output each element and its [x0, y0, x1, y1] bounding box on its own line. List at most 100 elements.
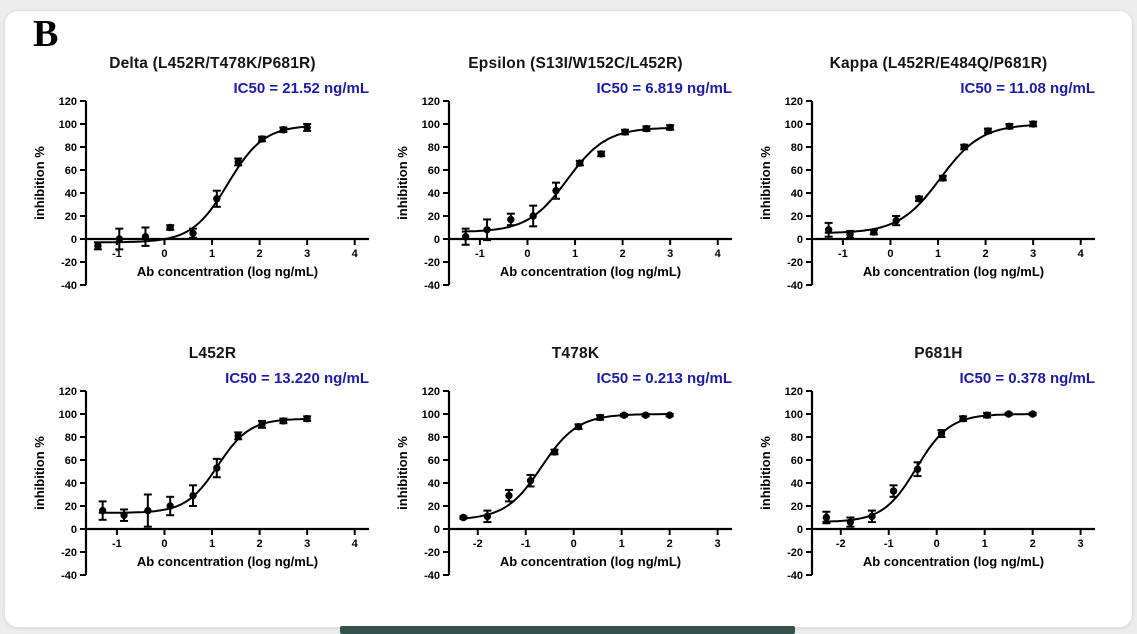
svg-text:-1: -1: [112, 538, 122, 550]
home-indicator-bar: [340, 626, 795, 634]
fit-curve: [824, 124, 1037, 234]
svg-text:80: 80: [791, 432, 803, 444]
svg-text:40: 40: [428, 188, 440, 200]
ic50-value-label: IC50 = 0.378 ng/mL: [959, 370, 1095, 387]
svg-text:40: 40: [65, 188, 77, 200]
x-axis-label: Ab concentration (log ng/mL): [500, 554, 681, 569]
svg-text:0: 0: [524, 248, 530, 260]
x-axis: -2 -1 0 1 2 3: [812, 527, 1095, 550]
svg-text:40: 40: [791, 188, 803, 200]
svg-text:80: 80: [428, 432, 440, 444]
svg-text:0: 0: [71, 524, 77, 536]
x-axis: -1 0 1 2 3 4: [449, 237, 732, 260]
svg-text:2: 2: [620, 248, 626, 260]
error-bars: [461, 124, 675, 246]
svg-text:120: 120: [785, 96, 803, 108]
svg-text:-1: -1: [475, 248, 485, 260]
svg-text:100: 100: [785, 409, 803, 421]
chart-panel-kappa: Kappa (L452R/E484Q/P681R) IC50 = 11.08 n…: [757, 55, 1120, 345]
charts-grid: Delta (L452R/T478K/P681R) IC50 = 21.52 n…: [31, 55, 1120, 602]
svg-text:60: 60: [791, 455, 803, 467]
error-bars: [459, 413, 674, 524]
x-axis-label: Ab concentration (log ng/mL): [863, 264, 1044, 279]
plot-area: IC50 = 0.213 ng/mL 120 100 80 60 40 20 0 -20 -40…: [394, 370, 744, 602]
svg-text:-40: -40: [424, 570, 440, 582]
svg-text:120: 120: [59, 96, 77, 108]
svg-text:60: 60: [428, 455, 440, 467]
ic50-value-label: IC50 = 13.220 ng/mL: [225, 370, 369, 387]
svg-text:120: 120: [422, 386, 440, 398]
data-points: [459, 411, 674, 522]
chart-title: Delta (L452R/T478K/P681R): [109, 55, 316, 72]
error-bars: [822, 411, 1037, 528]
plot-area: IC50 = 21.52 ng/mL 120 100 80 60 40 20 0 -20 -40…: [31, 80, 381, 312]
svg-text:60: 60: [65, 165, 77, 177]
ic50-value-label: IC50 = 11.08 ng/mL: [960, 80, 1095, 97]
x-axis-label: Ab concentration (log ng/mL): [863, 554, 1044, 569]
svg-text:1: 1: [935, 248, 941, 260]
dose-response-chart-svg: 120 100 80 60 40 20 0 -20 -40 -1 0 1 2 3 4 inhibition %…: [395, 96, 732, 292]
y-axis-label: inhibition %: [32, 146, 47, 220]
figure-card: B Delta (L452R/T478K/P681R) IC50 = 21.52…: [4, 10, 1133, 628]
data-points: [98, 414, 311, 519]
plot-area: IC50 = 13.220 ng/mL 120 100 80 60 40 20 0 -20 -4…: [31, 370, 381, 602]
figure-panel-label: B: [33, 13, 59, 55]
chart-panel-delta: Delta (L452R/T478K/P681R) IC50 = 21.52 n…: [31, 55, 394, 345]
svg-text:1: 1: [619, 538, 625, 550]
data-points: [824, 120, 1037, 239]
svg-text:4: 4: [1078, 248, 1085, 260]
x-axis: -1 0 1 2 3 4: [86, 527, 369, 550]
x-axis-label: Ab concentration (log ng/mL): [500, 264, 681, 279]
svg-text:-2: -2: [473, 538, 483, 550]
svg-text:2: 2: [257, 538, 263, 550]
svg-text:1: 1: [982, 538, 988, 550]
svg-text:60: 60: [428, 165, 440, 177]
chart-title: Kappa (L452R/E484Q/P681R): [829, 55, 1048, 72]
svg-text:0: 0: [571, 538, 577, 550]
svg-text:1: 1: [209, 538, 215, 550]
svg-text:120: 120: [422, 96, 440, 108]
svg-text:-40: -40: [787, 570, 803, 582]
ic50-value-label: IC50 = 6.819 ng/mL: [596, 80, 732, 97]
svg-text:20: 20: [428, 211, 440, 223]
dose-response-chart-svg: 120 100 80 60 40 20 0 -20 -40 -1 0 1 2 3 4 inhibition %…: [32, 386, 369, 582]
svg-text:2: 2: [257, 248, 263, 260]
svg-text:80: 80: [65, 142, 77, 154]
y-axis-label: inhibition %: [395, 436, 410, 510]
chart-panel-t478k: T478K IC50 = 0.213 ng/mL 120 100 80 60 40 20 0…: [394, 345, 757, 602]
y-axis: 120 100 80 60 40 20 0 -20 -40: [59, 386, 88, 582]
svg-text:20: 20: [65, 501, 77, 513]
svg-text:100: 100: [785, 119, 803, 131]
svg-text:20: 20: [791, 501, 803, 513]
svg-text:120: 120: [785, 386, 803, 398]
svg-text:-40: -40: [61, 280, 77, 292]
svg-text:80: 80: [428, 142, 440, 154]
dose-response-chart-svg: 120 100 80 60 40 20 0 -20 -40 -1 0 1 2 3 4 inhibition %…: [32, 96, 369, 292]
svg-text:-40: -40: [787, 280, 803, 292]
plot-area: IC50 = 11.08 ng/mL 120 100 80 60 40 20 0 -20 -40…: [757, 80, 1107, 312]
svg-text:-20: -20: [61, 257, 77, 269]
y-axis-label: inhibition %: [32, 436, 47, 510]
svg-text:60: 60: [791, 165, 803, 177]
chart-title: T478K: [551, 345, 600, 362]
svg-text:2: 2: [983, 248, 989, 260]
svg-text:0: 0: [434, 524, 440, 536]
chart-title: Epsilon (S13I/W152C/L452R): [468, 55, 683, 72]
svg-text:1: 1: [572, 248, 578, 260]
svg-text:2: 2: [1030, 538, 1036, 550]
svg-text:4: 4: [352, 248, 359, 260]
svg-text:2: 2: [667, 538, 673, 550]
svg-text:4: 4: [352, 538, 359, 550]
y-axis: 120 100 80 60 40 20 0 -20 -40: [785, 386, 814, 582]
y-axis: 120 100 80 60 40 20 0 -20 -40: [59, 96, 88, 292]
chart-panel-p681h: P681H IC50 = 0.378 ng/mL 120 100 80 60 40 20 0…: [757, 345, 1120, 602]
fit-curve: [94, 125, 311, 244]
error-bars: [98, 415, 312, 528]
svg-text:100: 100: [422, 119, 440, 131]
svg-text:60: 60: [65, 455, 77, 467]
y-axis: 120 100 80 60 40 20 0 -20 -40: [785, 96, 814, 292]
svg-text:-1: -1: [521, 538, 531, 550]
chart-panel-l452r: L452R IC50 = 13.220 ng/mL 120 100 80 60 40 20…: [31, 345, 394, 602]
x-axis: -2 -1 0 1 2 3: [449, 527, 732, 550]
svg-text:40: 40: [791, 478, 803, 490]
